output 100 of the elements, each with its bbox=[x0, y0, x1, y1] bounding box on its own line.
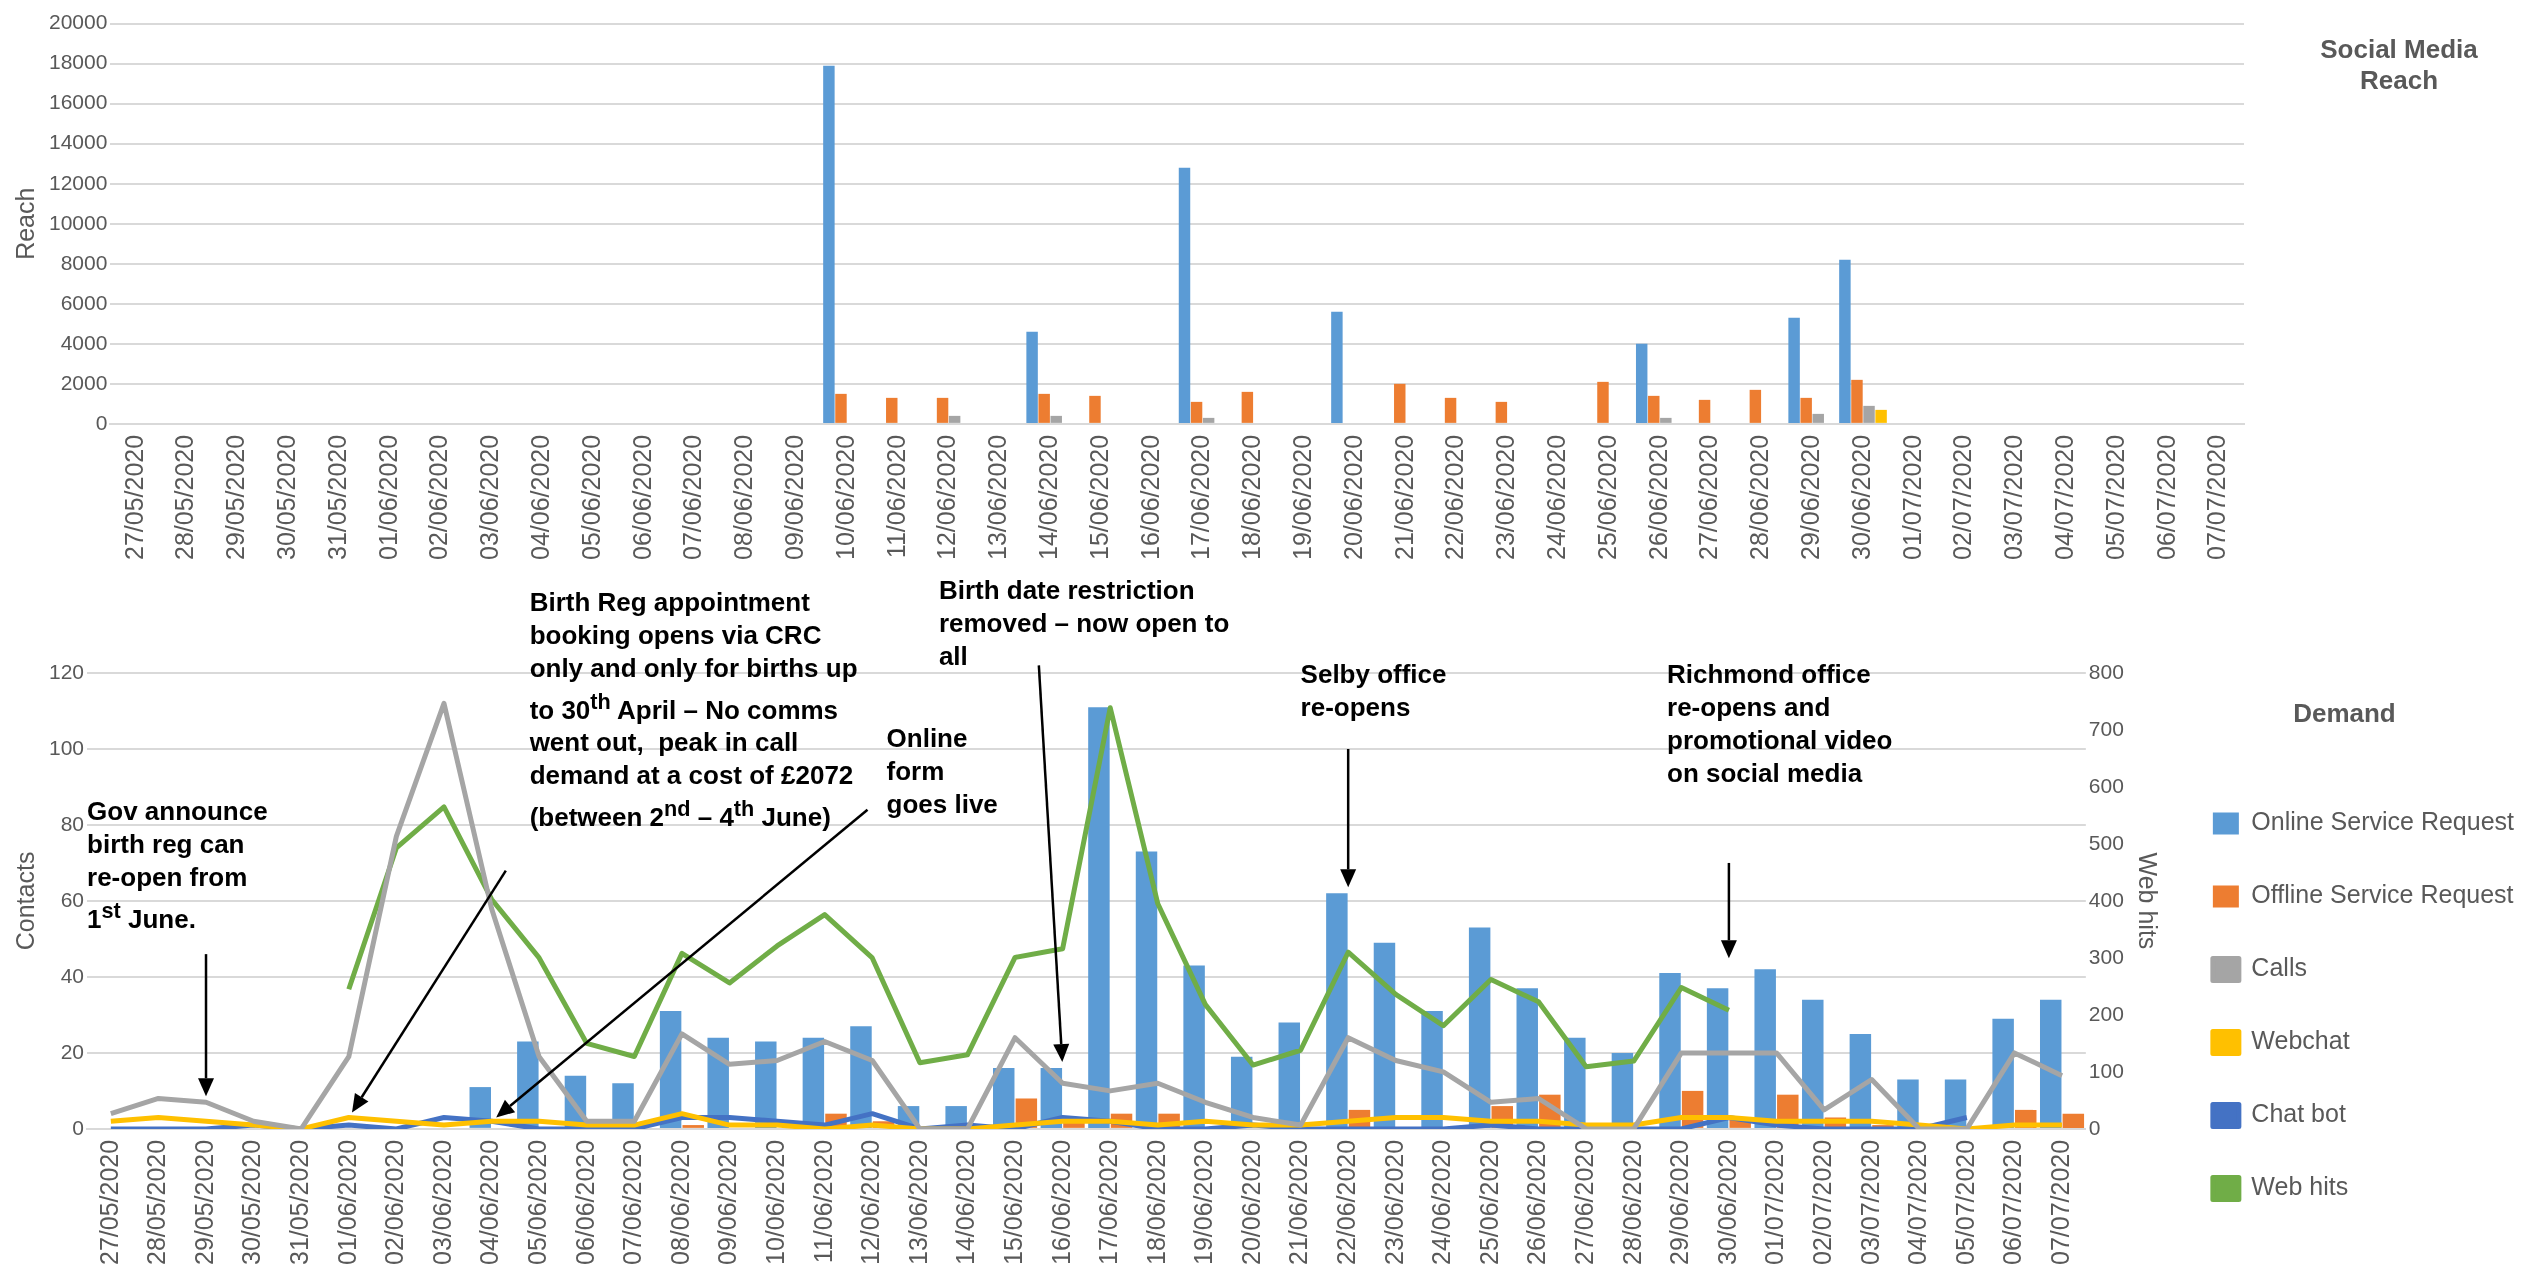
x-tick-label: 20/06/2020 bbox=[1236, 1139, 1265, 1265]
annotation: Selby office re-opens bbox=[1300, 657, 1448, 724]
x-tick-label: 06/06/2020 bbox=[627, 434, 656, 560]
y-tick-label: 14000 bbox=[48, 130, 108, 154]
x-tick-label: 04/06/2020 bbox=[475, 1139, 504, 1265]
x-tick-label: 21/06/2020 bbox=[1284, 1139, 1313, 1265]
x-tick-label: 11/06/2020 bbox=[808, 1139, 837, 1264]
x-tick-label: 30/06/2020 bbox=[1712, 1139, 1741, 1265]
y-tick-label: 20 bbox=[60, 1039, 85, 1063]
y-tick-label: 16000 bbox=[48, 90, 108, 114]
x-tick-label: 28/05/2020 bbox=[170, 434, 199, 560]
x-tick-label: 24/06/2020 bbox=[1427, 1139, 1456, 1265]
x-tick-label: 11/06/2020 bbox=[881, 434, 910, 559]
bar bbox=[682, 1125, 704, 1128]
bar bbox=[1851, 379, 1863, 423]
x-tick-label: 08/06/2020 bbox=[665, 1139, 694, 1265]
bar bbox=[1660, 417, 1672, 423]
bar bbox=[1089, 395, 1101, 423]
bar bbox=[823, 65, 835, 423]
x-tick-label: 02/06/2020 bbox=[380, 1139, 409, 1265]
x-tick-label: 03/07/2020 bbox=[1855, 1139, 1884, 1265]
bar bbox=[2062, 1113, 2085, 1128]
text: Birth date restriction removed – now open to all bbox=[938, 574, 1231, 674]
y2-tick-label: 800 bbox=[2088, 659, 2124, 683]
text: Birth Reg appointment booking opens via CRC only and only for births up to 30$^{th}$ April – No comms went out, peak in call demand at a cost of £2072 (between 2$^{nd}$ – 4$^{th}$ June) bbox=[529, 586, 858, 832]
bar bbox=[1495, 401, 1508, 423]
x-tick-label: 19/06/2020 bbox=[1189, 1139, 1218, 1265]
x-tick-label: 02/06/2020 bbox=[424, 434, 453, 560]
x-tick-label: 27/06/2020 bbox=[1694, 434, 1723, 560]
x-tick-label: 29/06/2020 bbox=[1796, 434, 1825, 560]
y-tick-label: 0 bbox=[72, 1115, 85, 1139]
y-tick-label: 4000 bbox=[60, 330, 108, 354]
y2-tick-label: 0 bbox=[2088, 1115, 2101, 1139]
y-axis-title: Contacts bbox=[10, 851, 39, 951]
x-tick-label: 29/06/2020 bbox=[1665, 1139, 1694, 1265]
x-tick-label: 06/07/2020 bbox=[2151, 434, 2180, 560]
bar bbox=[1026, 331, 1038, 423]
x-tick-label: 02/07/2020 bbox=[1807, 1139, 1836, 1265]
bar bbox=[1788, 317, 1800, 423]
x-tick-label: 09/06/2020 bbox=[713, 1139, 742, 1265]
x-tick-label: 25/06/2020 bbox=[1474, 1139, 1503, 1265]
x-tick-label: 18/06/2020 bbox=[1141, 1139, 1170, 1265]
bar bbox=[1038, 393, 1050, 423]
bar bbox=[1597, 381, 1609, 423]
x-tick-label: 23/06/2020 bbox=[1491, 434, 1520, 560]
bar bbox=[1241, 391, 1254, 423]
x-tick-label: 04/07/2020 bbox=[1903, 1139, 1932, 1265]
legend-label: Calls bbox=[2251, 953, 2307, 982]
y-axis-title: Reach bbox=[10, 187, 39, 260]
x-tick-label: 06/07/2020 bbox=[1998, 1139, 2027, 1265]
x-tick-label: 04/06/2020 bbox=[526, 434, 555, 560]
x-tick-label: 29/05/2020 bbox=[189, 1139, 218, 1265]
x-tick-label: 01/07/2020 bbox=[1897, 434, 1926, 560]
x-tick-label: 27/05/2020 bbox=[119, 434, 148, 560]
bar bbox=[1698, 399, 1711, 423]
x-tick-label: 06/06/2020 bbox=[570, 1139, 599, 1265]
bar bbox=[1800, 397, 1812, 423]
x-tick-label: 07/06/2020 bbox=[678, 434, 707, 560]
x-tick-label: 28/06/2020 bbox=[1745, 434, 1774, 560]
y-tick-label: 100 bbox=[48, 735, 85, 759]
bar bbox=[1648, 395, 1660, 423]
y-tick-label: 10000 bbox=[48, 210, 108, 234]
x-tick-label: 30/06/2020 bbox=[1846, 434, 1875, 560]
y2-tick-label: 600 bbox=[2088, 773, 2124, 797]
x-tick-label: 19/06/2020 bbox=[1288, 434, 1317, 560]
y2-tick-label: 500 bbox=[2088, 830, 2124, 854]
bar bbox=[1875, 409, 1887, 423]
x-tick-label: 13/06/2020 bbox=[903, 1139, 932, 1265]
x-tick-label: 01/07/2020 bbox=[1760, 1139, 1789, 1265]
x-tick-label: 15/06/2020 bbox=[1084, 434, 1113, 560]
x-tick-label: 16/06/2020 bbox=[1135, 434, 1164, 560]
bar bbox=[1749, 389, 1762, 423]
x-tick-label: 10/06/2020 bbox=[830, 434, 859, 560]
x-tick-label: 22/06/2020 bbox=[1332, 1139, 1361, 1265]
x-tick-label: 04/07/2020 bbox=[2050, 434, 2079, 560]
y2-tick-label: 100 bbox=[2088, 1058, 2124, 1082]
y2-tick-label: 300 bbox=[2088, 944, 2124, 968]
y-tick-label: 20000 bbox=[48, 10, 108, 34]
bar bbox=[936, 397, 949, 423]
bar bbox=[1190, 401, 1203, 423]
y-tick-label: 80 bbox=[60, 811, 85, 835]
bar bbox=[835, 393, 847, 423]
x-tick-label: 05/07/2020 bbox=[2100, 434, 2129, 560]
x-tick-label: 27/06/2020 bbox=[1570, 1139, 1599, 1265]
bar bbox=[1635, 343, 1648, 423]
y2-axis-title: Web hits bbox=[2133, 852, 2162, 950]
legend-label: Web hits bbox=[2251, 1172, 2349, 1201]
bar bbox=[1050, 415, 1062, 423]
x-tick-label: 08/06/2020 bbox=[729, 434, 758, 560]
x-tick-label: 05/07/2020 bbox=[1950, 1139, 1979, 1265]
x-tick-label: 22/06/2020 bbox=[1440, 434, 1469, 560]
bar bbox=[1444, 397, 1457, 423]
y2-tick-label: 200 bbox=[2088, 1001, 2124, 1025]
legend-title: Social Media Reach bbox=[2319, 33, 2479, 96]
y2-tick-label: 400 bbox=[2088, 887, 2124, 911]
bar bbox=[1178, 167, 1191, 423]
y2-tick-label: 700 bbox=[2088, 716, 2124, 740]
x-tick-label: 26/06/2020 bbox=[1643, 434, 1672, 560]
x-tick-label: 30/05/2020 bbox=[237, 1139, 266, 1265]
y-tick-label: 60 bbox=[60, 887, 85, 911]
